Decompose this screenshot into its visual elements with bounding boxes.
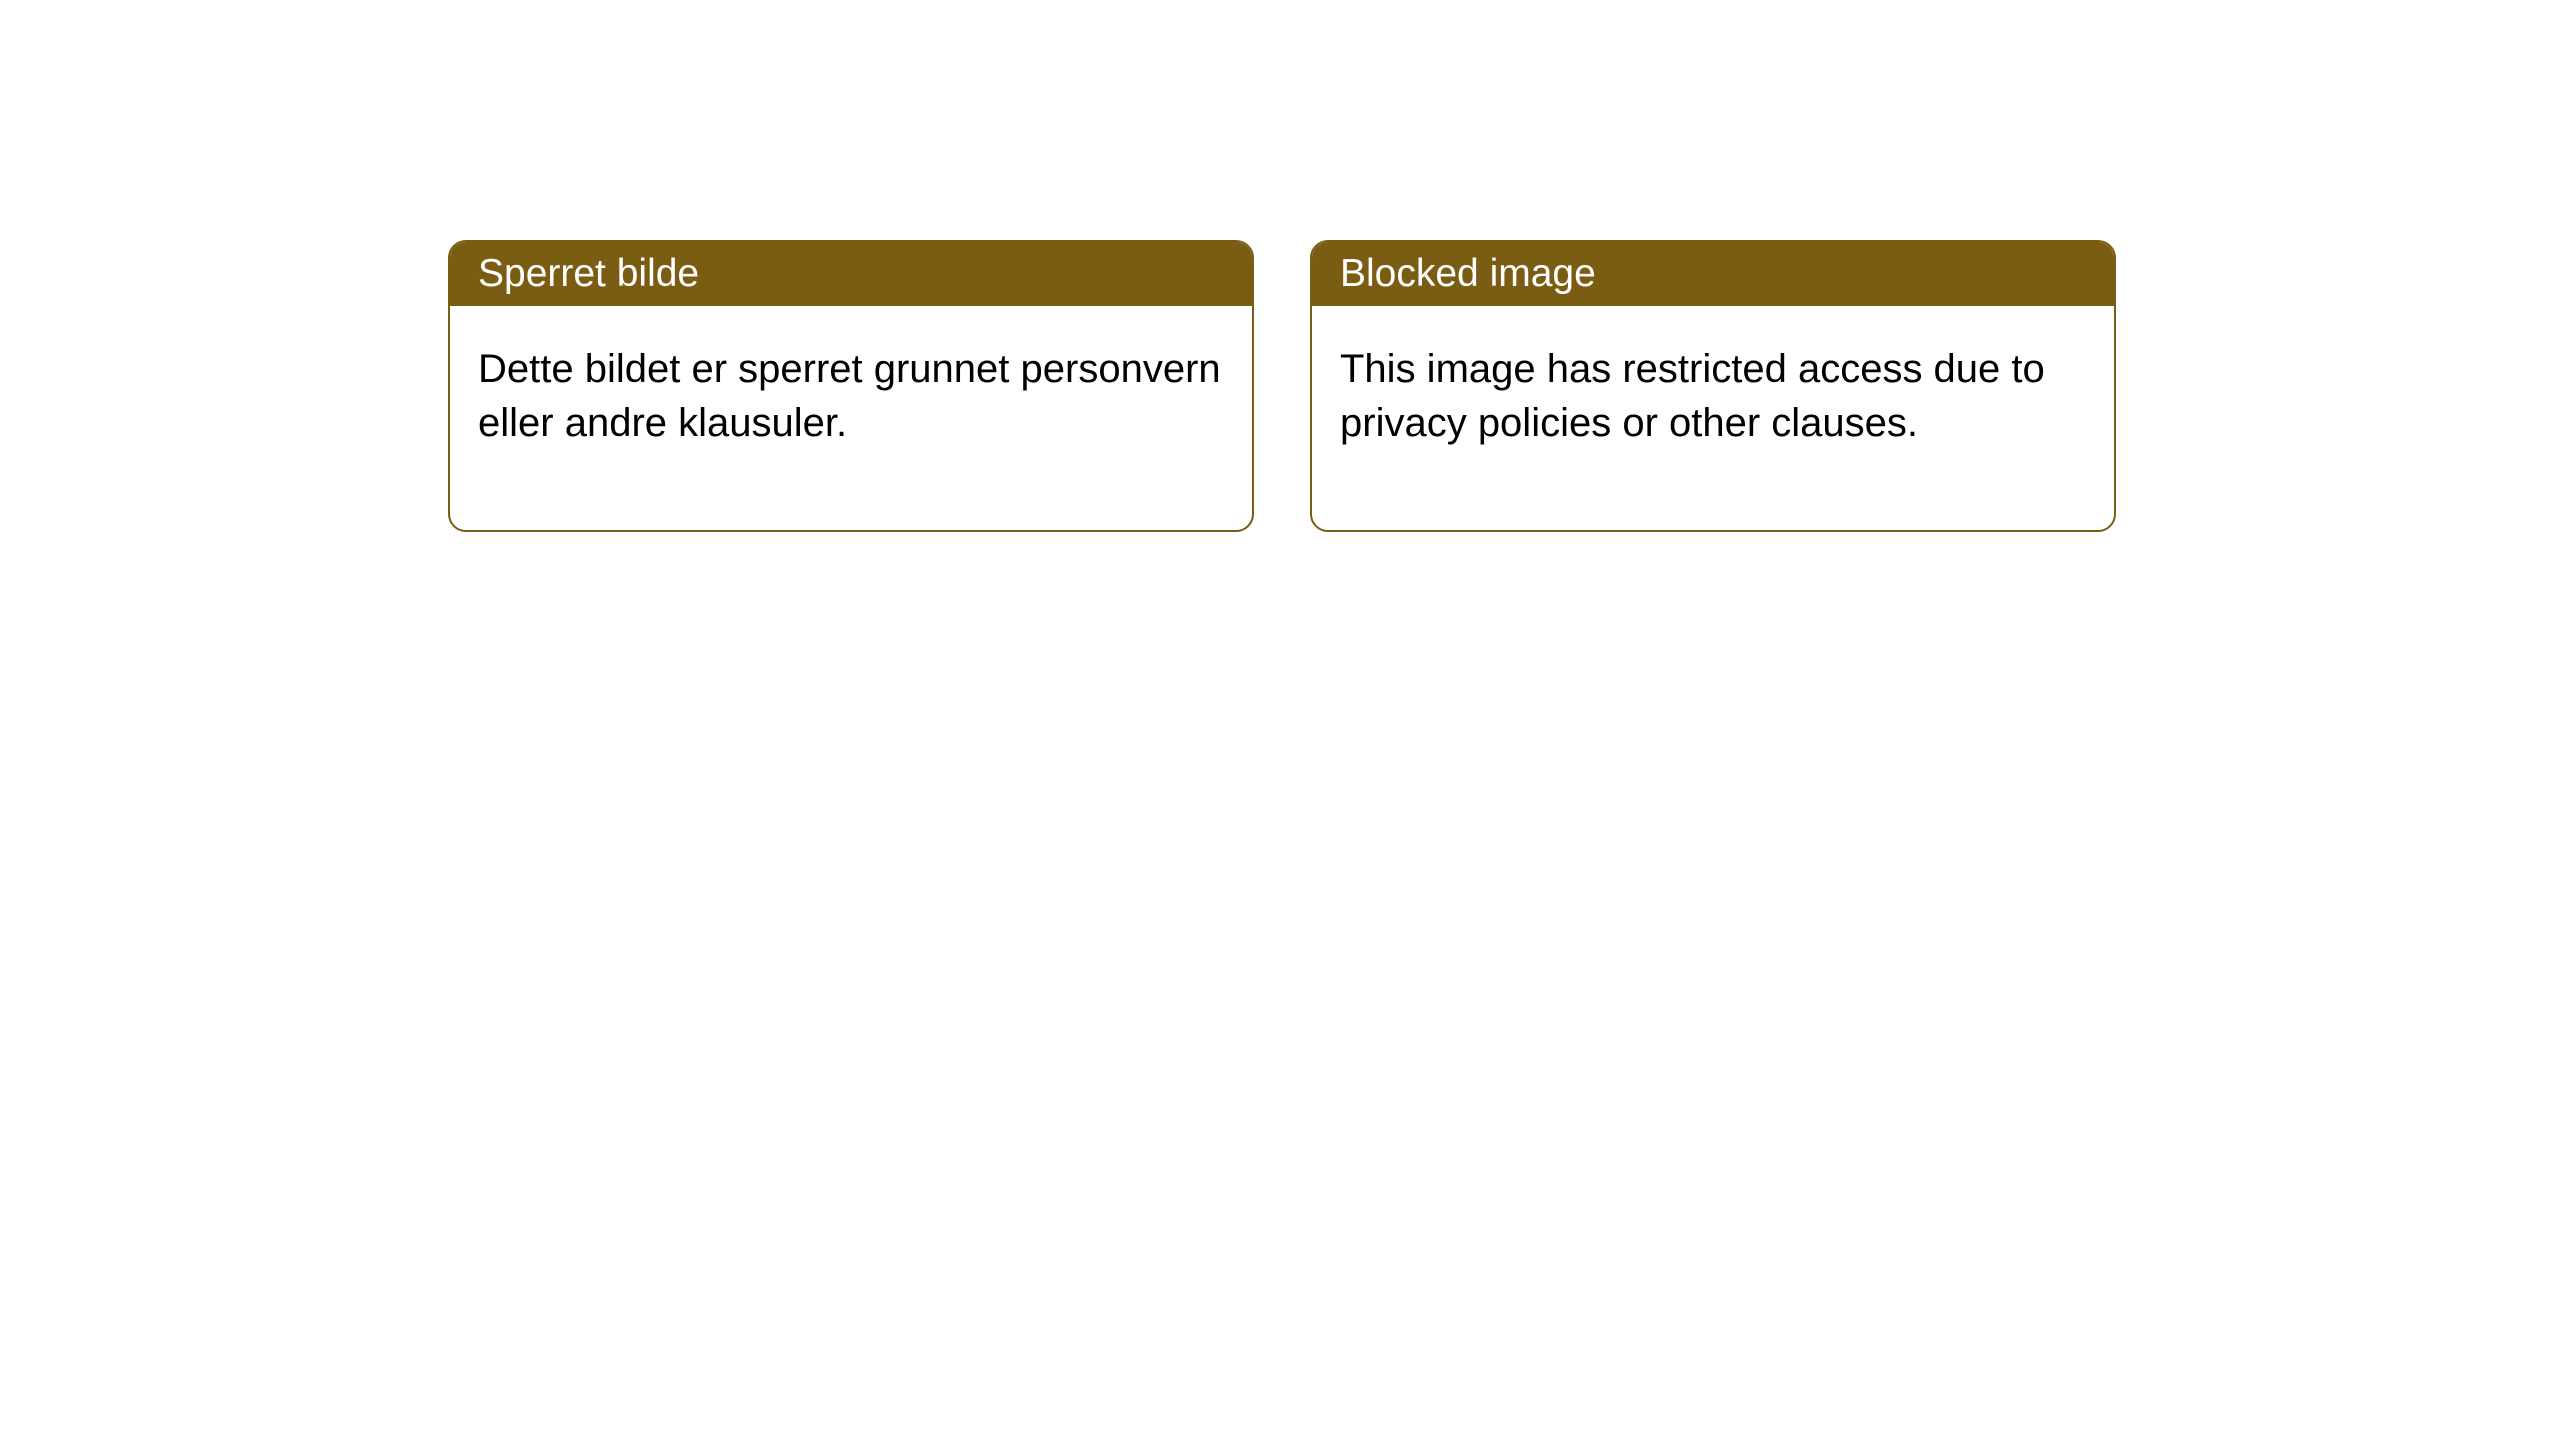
notice-container: Sperret bilde Dette bildet er sperret gr…: [0, 0, 2560, 532]
card-body-text: This image has restricted access due to …: [1340, 347, 2045, 445]
card-body-text: Dette bildet er sperret grunnet personve…: [478, 347, 1221, 445]
notice-card-norwegian: Sperret bilde Dette bildet er sperret gr…: [448, 240, 1254, 532]
card-header: Sperret bilde: [450, 242, 1252, 306]
card-body: This image has restricted access due to …: [1312, 306, 2114, 530]
notice-card-english: Blocked image This image has restricted …: [1310, 240, 2116, 532]
card-title: Sperret bilde: [478, 252, 699, 295]
card-body: Dette bildet er sperret grunnet personve…: [450, 306, 1252, 530]
card-header: Blocked image: [1312, 242, 2114, 306]
card-title: Blocked image: [1340, 252, 1596, 295]
